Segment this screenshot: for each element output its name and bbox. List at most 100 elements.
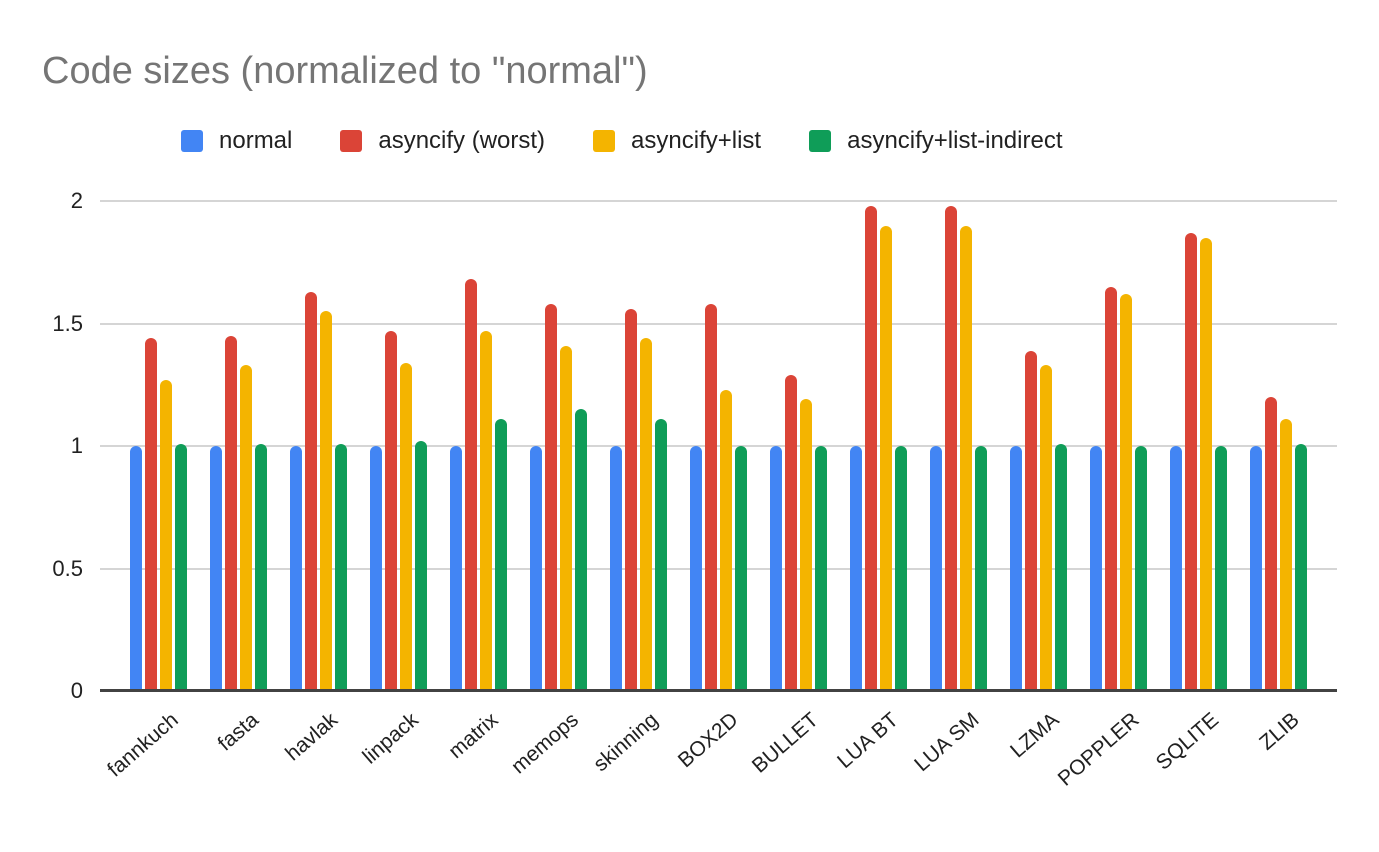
- bar-group-zlib: ZLIB: [1239, 201, 1319, 755]
- bar-asyncify-worst: [464, 279, 477, 691]
- x-tick-label: fannkuch: [103, 708, 183, 782]
- x-tick-label: BOX2D: [674, 708, 743, 773]
- bar-asyncify-list: [880, 225, 893, 691]
- x-tick-label: POPPLER: [1053, 708, 1144, 791]
- x-tick-label: LUA SM: [909, 708, 984, 777]
- bar-normal: [1170, 446, 1183, 691]
- bar-asyncify-list: [1200, 237, 1213, 691]
- bar-asyncify-list-indirect: [1135, 446, 1148, 691]
- bar-asyncify-list: [719, 389, 732, 691]
- bar-group-matrix: matrix: [438, 201, 518, 763]
- legend-label: asyncify+list: [631, 127, 762, 154]
- bar-normal: [930, 446, 943, 691]
- y-tick-label: 0: [70, 678, 83, 703]
- bar-asyncify-worst: [704, 303, 717, 691]
- bar-asyncify-list: [639, 338, 652, 691]
- bar-asyncify-list: [1120, 294, 1133, 691]
- bar-group-bullet: BULLET: [748, 201, 839, 778]
- x-tick-label: memops: [506, 708, 583, 779]
- legend: normal asyncify (worst) asyncify+list async…: [181, 127, 1063, 155]
- bar-asyncify-list-indirect: [895, 446, 908, 691]
- bar-asyncify-list: [960, 225, 973, 691]
- plot-area: 0 0.5 1 1.5 2 fannkuch fasta havlak linpack matr…: [52, 190, 1337, 791]
- bar-normal: [850, 446, 863, 691]
- x-tick-label: ZLIB: [1254, 708, 1304, 755]
- bar-asyncify-worst: [945, 205, 958, 691]
- bar-asyncify-worst: [865, 205, 878, 691]
- bar-group-havlak: havlak: [278, 201, 358, 765]
- gridline: [100, 322, 1337, 325]
- bar-asyncify-list-indirect: [574, 409, 587, 691]
- bar-asyncify-list-indirect: [174, 443, 187, 691]
- bar-group-lua-sm: LUA SM: [910, 201, 999, 776]
- bar-asyncify-list-indirect: [1215, 446, 1228, 691]
- bar-asyncify-worst: [304, 291, 317, 691]
- x-tick-label: BULLET: [747, 708, 823, 778]
- legend-item-asyncify-list: asyncify+list: [593, 127, 761, 155]
- legend-label: asyncify (worst): [378, 127, 546, 154]
- x-tick-label: LZMA: [1005, 708, 1064, 763]
- x-tick-label: matrix: [444, 708, 503, 764]
- bar-asyncify-list-indirect: [815, 446, 828, 691]
- bar-group-linpack: linpack: [358, 201, 438, 768]
- bar-group-fannkuch: fannkuch: [103, 201, 198, 782]
- legend-label: normal: [219, 127, 293, 154]
- legend-swatch-icon: [593, 130, 616, 152]
- bar-asyncify-list-indirect: [494, 419, 507, 691]
- bar-asyncify-worst: [1185, 232, 1198, 691]
- bar-asyncify-list: [479, 330, 492, 691]
- legend-item-asyncify-worst: asyncify (worst): [340, 127, 545, 155]
- bars-row: fannkuch fasta havlak linpack matrix memops sk…: [100, 201, 1337, 791]
- gridline: [100, 567, 1337, 570]
- bar-normal: [770, 446, 783, 691]
- bar-asyncify-list: [1040, 365, 1053, 691]
- gridline: [100, 445, 1337, 447]
- x-tick-label: fasta: [213, 708, 263, 756]
- bar-normal: [529, 446, 542, 691]
- bar-normal: [1010, 446, 1023, 691]
- bar-normal: [289, 446, 302, 691]
- x-tick-label: linpack: [358, 708, 423, 769]
- bar-normal: [1090, 446, 1103, 691]
- bar-asyncify-list-indirect: [1295, 443, 1308, 691]
- x-tick-label: SQLITE: [1151, 708, 1224, 775]
- bar-asyncify-worst: [1105, 286, 1118, 691]
- bar-group-sqlite: SQLITE: [1152, 201, 1239, 775]
- bar-asyncify-list: [239, 365, 252, 691]
- bar-asyncify-list-indirect: [414, 441, 427, 691]
- bar-asyncify-list: [319, 311, 332, 691]
- legend-label: asyncify+list-indirect: [847, 127, 1063, 154]
- bar-asyncify-worst: [624, 308, 637, 691]
- y-tick-label: 1: [70, 433, 83, 458]
- bar-asyncify-list-indirect: [1055, 443, 1068, 691]
- y-tick-label: 2: [70, 188, 83, 213]
- bar-asyncify-list-indirect: [734, 446, 747, 691]
- bar-group-box2d: BOX2D: [674, 201, 758, 772]
- bar-asyncify-list: [559, 345, 572, 691]
- y-tick-label: 0.5: [52, 555, 83, 581]
- bar-group-memops: memops: [507, 201, 598, 778]
- bar-asyncify-list-indirect: [334, 443, 347, 691]
- bar-normal: [129, 446, 142, 691]
- bar-asyncify-list: [800, 399, 813, 691]
- gridline: [100, 200, 1337, 202]
- bar-asyncify-worst: [1265, 397, 1278, 691]
- bar-group-lzma: LZMA: [999, 201, 1079, 762]
- chart-title: Code sizes (normalized to "normal"): [42, 50, 648, 92]
- bar-asyncify-worst: [144, 338, 157, 691]
- legend-swatch-icon: [809, 130, 832, 152]
- bar-asyncify-list: [399, 362, 412, 691]
- bar-normal: [369, 446, 382, 691]
- bar-group-fasta: fasta: [198, 201, 278, 755]
- bar-normal: [449, 446, 462, 691]
- bar-asyncify-list-indirect: [654, 419, 667, 691]
- x-tick-label: LUA BT: [833, 708, 904, 774]
- legend-swatch-icon: [181, 130, 203, 152]
- y-tick-label: 1.5: [52, 310, 83, 336]
- bar-asyncify-worst: [224, 335, 237, 691]
- x-tick-label: skinning: [589, 708, 663, 777]
- bar-asyncify-worst: [1025, 350, 1038, 691]
- legend-item-normal: normal: [181, 127, 292, 155]
- bar-group-poppler: POPPLER: [1053, 201, 1159, 791]
